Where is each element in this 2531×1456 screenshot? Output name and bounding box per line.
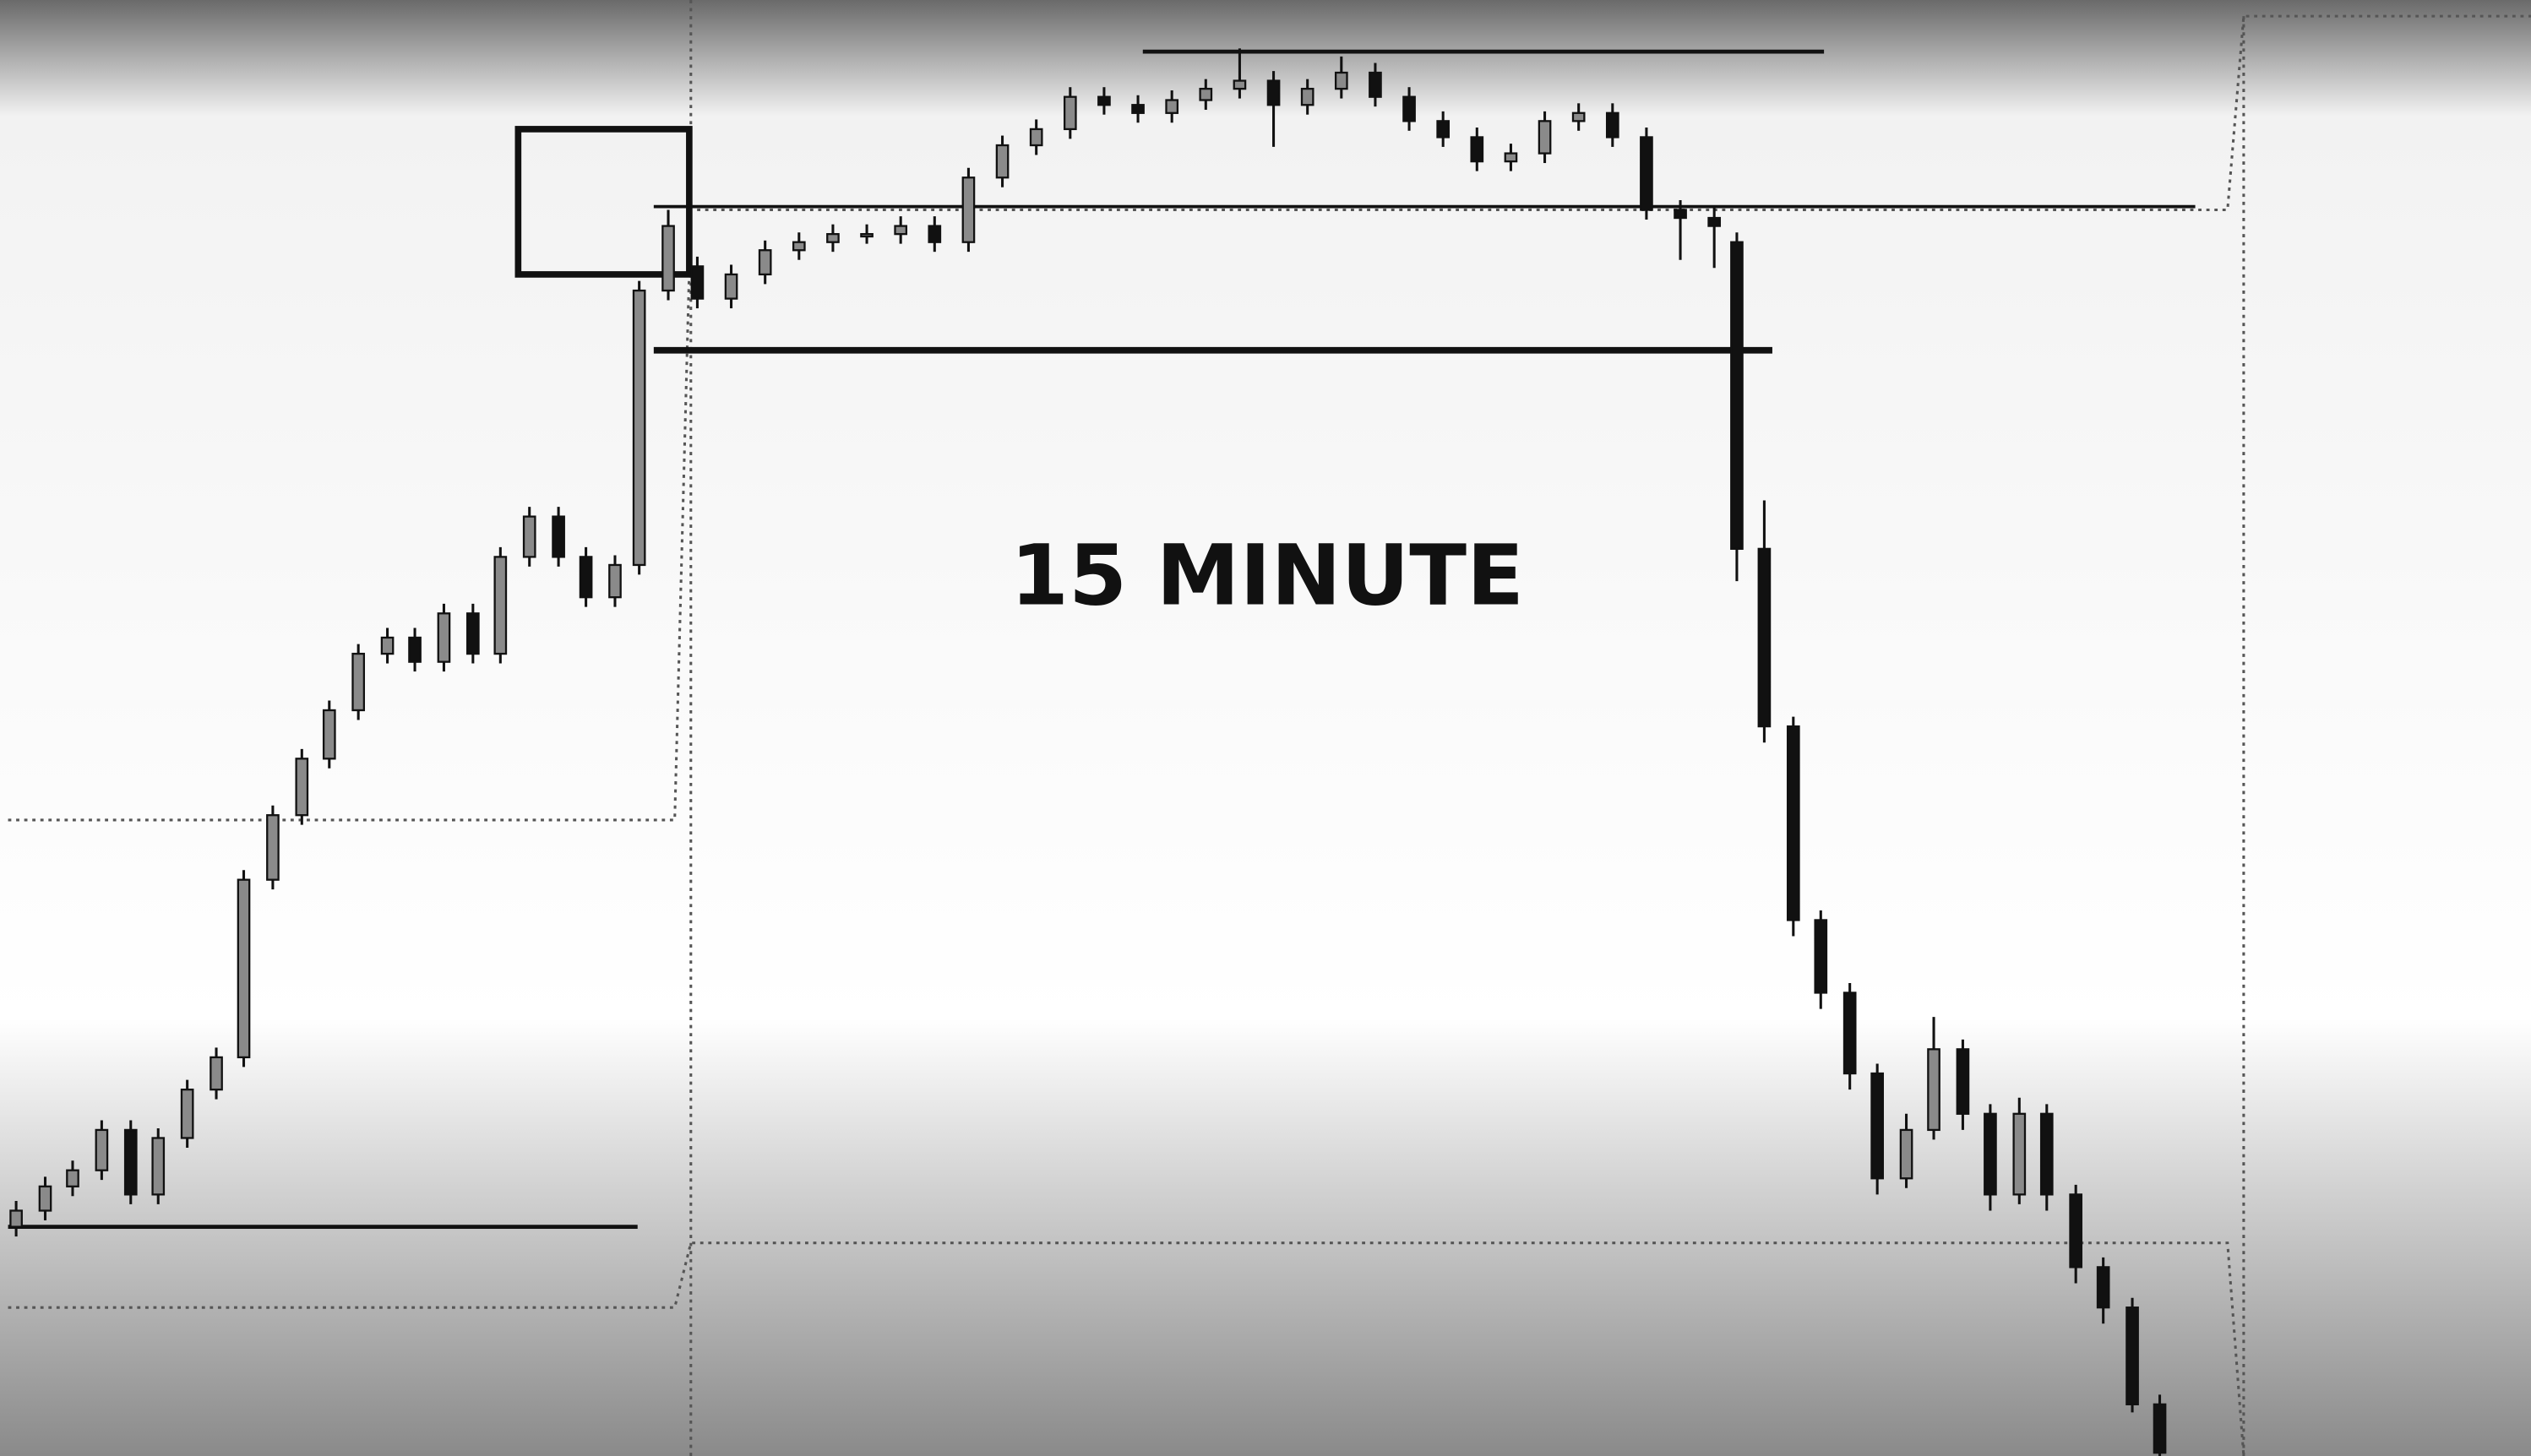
chart-title: 15 MINUTE — [1010, 527, 1524, 624]
candle-body — [1956, 1048, 1970, 1115]
candle-body — [295, 758, 309, 817]
candle-body — [38, 1185, 52, 1212]
candle-body — [894, 225, 908, 236]
candle-body — [579, 556, 593, 599]
candle-body — [961, 177, 976, 243]
candle-body — [1369, 71, 1382, 98]
candle-body — [792, 241, 806, 252]
candle-body — [522, 515, 536, 558]
candle-body — [2096, 1266, 2110, 1309]
candle-body — [1334, 71, 1348, 90]
candle-body — [860, 232, 874, 238]
candle-body — [1571, 111, 1586, 122]
candle-body — [66, 1169, 79, 1187]
candle-body — [351, 652, 366, 712]
candle-body — [1674, 209, 1687, 220]
candle-body — [2039, 1112, 2054, 1196]
candle-body — [2125, 1307, 2139, 1405]
candle-body — [9, 1209, 23, 1228]
candle-body — [1640, 136, 1653, 211]
candle-body — [1538, 120, 1552, 155]
candle-body — [1165, 99, 1179, 114]
candle-body — [1899, 1128, 1913, 1180]
candle-body — [995, 144, 1010, 179]
candle-body — [237, 878, 251, 1059]
candle-body — [437, 612, 451, 663]
candle-body — [1402, 95, 1416, 122]
candle-body — [661, 225, 675, 292]
candle-body — [1131, 104, 1145, 114]
candle-body — [724, 273, 738, 300]
candle-body — [632, 289, 646, 567]
candle-body — [1233, 79, 1247, 90]
candle-body — [1757, 547, 1772, 728]
candle-body — [2153, 1403, 2167, 1454]
candle-body — [151, 1137, 166, 1196]
candle-body — [690, 265, 705, 300]
candle-body — [493, 556, 508, 655]
candle-body — [1436, 120, 1451, 139]
candle-body — [1730, 241, 1744, 550]
candle-body — [1842, 991, 1857, 1075]
candle-body — [1707, 216, 1722, 227]
candle-body — [928, 225, 942, 243]
candle-body — [466, 612, 480, 655]
candle-body — [758, 249, 772, 276]
candle-body — [1470, 136, 1484, 163]
candle-body — [95, 1128, 109, 1171]
candle-body — [552, 515, 565, 558]
candle-body — [1870, 1072, 1884, 1180]
candle-body — [1063, 95, 1077, 131]
candle-body — [210, 1056, 223, 1091]
candle-body — [180, 1088, 194, 1139]
candle-body — [1504, 152, 1518, 163]
candle-body — [123, 1128, 138, 1196]
candle-body — [2012, 1112, 2027, 1196]
highlight-box — [514, 126, 693, 278]
candle-body — [1029, 128, 1043, 147]
candle-body — [1814, 919, 1828, 994]
candle-body — [380, 636, 395, 655]
candle-body — [826, 232, 840, 243]
candle-body — [408, 636, 422, 663]
candle-body — [608, 563, 622, 599]
candle-body — [2069, 1193, 2083, 1269]
candle-body — [1984, 1112, 1997, 1196]
candle-body — [1786, 725, 1800, 921]
candle-body — [1605, 111, 1619, 139]
candle-body — [1927, 1048, 1940, 1132]
candle-body — [1300, 87, 1314, 106]
candle-body — [322, 709, 336, 760]
candle-body — [1266, 79, 1281, 106]
candle-body — [266, 814, 280, 881]
candle-body — [1097, 95, 1111, 106]
candle-body — [1199, 87, 1213, 101]
